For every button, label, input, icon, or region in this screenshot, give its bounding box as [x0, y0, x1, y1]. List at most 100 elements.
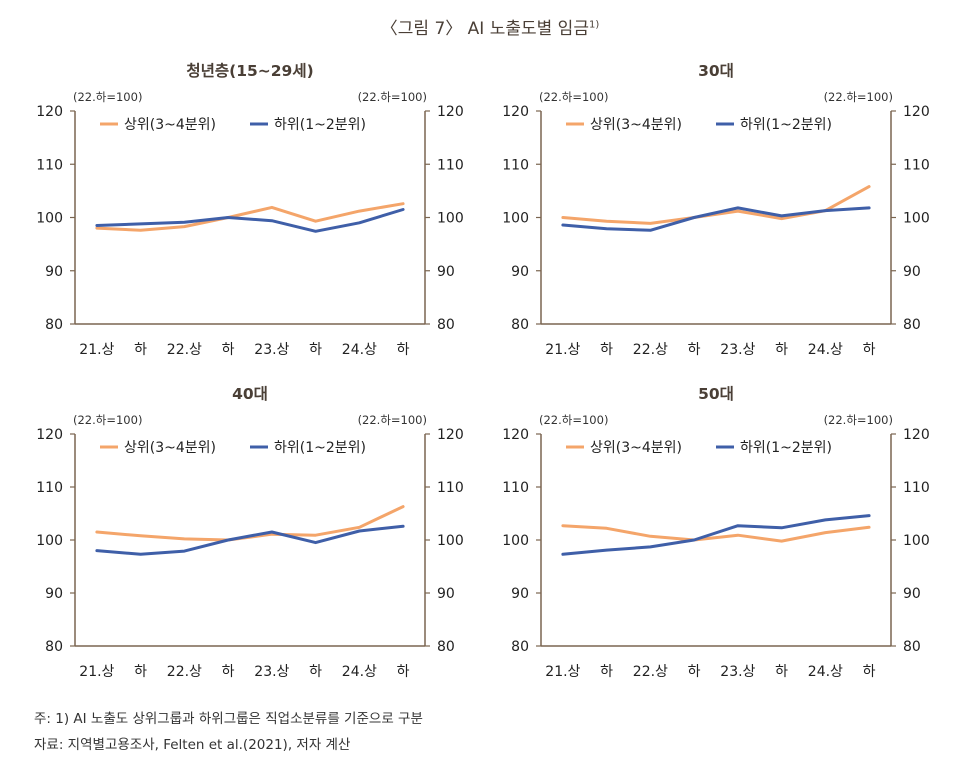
x-tick-label: 하 — [309, 342, 322, 358]
x-tick-label: 하 — [688, 664, 701, 680]
figure-title-footnote-mark: 1) — [588, 19, 600, 31]
x-tick-label: 하 — [688, 342, 701, 358]
y-tick-label-right: 90 — [437, 586, 455, 602]
y-tick-label-right: 100 — [903, 533, 930, 549]
base-label-left: (22.하=100) — [539, 90, 608, 104]
y-tick-label-right: 110 — [903, 157, 930, 173]
series-line-upper — [95, 202, 405, 232]
y-tick-label-left: 110 — [36, 157, 63, 173]
x-tick-label: 21.상 — [79, 342, 114, 358]
series-line-upper — [561, 185, 871, 225]
x-tick-label: 24.상 — [808, 664, 843, 680]
x-tick-label: 24.상 — [342, 342, 377, 358]
y-tick-label-right: 120 — [903, 104, 930, 120]
x-tick-label: 22.상 — [633, 664, 668, 680]
y-tick-label-left: 90 — [511, 264, 529, 280]
figure-title-text: 〈그림 7〉 AI 노출도별 임금 — [380, 19, 589, 39]
x-tick-label: 21.상 — [545, 664, 580, 680]
figure-title: 〈그림 7〉 AI 노출도별 임금1) — [0, 14, 980, 39]
x-tick-label: 하 — [222, 664, 235, 680]
panel-title: 청년층(15~29세) — [186, 61, 313, 80]
panel-title: 40대 — [232, 385, 268, 403]
x-tick-label: 하 — [309, 664, 322, 680]
legend-label-upper: 상위(3~4분위) — [124, 440, 216, 456]
panel-title: 30대 — [698, 62, 734, 80]
x-tick-label: 24.상 — [342, 664, 377, 680]
y-tick-label-left: 120 — [502, 104, 529, 120]
x-tick-label: 하 — [775, 664, 788, 680]
y-tick-label-right: 100 — [903, 211, 930, 227]
legend-label-lower: 하위(1~2분위) — [740, 117, 832, 133]
x-tick-label: 23.상 — [720, 664, 755, 680]
charts-canvas: 청년층(15~29세) (22.하=100) (22.하=100) 80 80 90 90 1… — [36, 61, 930, 680]
y-tick-label-right: 90 — [903, 264, 921, 280]
y-tick-label-right: 80 — [437, 639, 455, 655]
x-tick-label: 22.상 — [633, 342, 668, 358]
y-tick-label-left: 80 — [511, 639, 529, 655]
y-tick-label-left: 110 — [502, 157, 529, 173]
y-tick-label-right: 110 — [437, 157, 464, 173]
y-tick-label-left: 110 — [36, 480, 63, 496]
series-line-upper — [561, 524, 871, 543]
x-tick-label: 하 — [397, 342, 410, 358]
y-tick-label-left: 100 — [502, 533, 529, 549]
x-tick-label: 하 — [863, 342, 876, 358]
x-tick-label: 하 — [397, 664, 410, 680]
y-tick-label-right: 100 — [437, 533, 464, 549]
chart-panel-3: 40대 (22.하=100) (22.하=100) 80 80 90 90 100 100 110… — [36, 385, 463, 680]
x-tick-label: 하 — [600, 342, 613, 358]
x-tick-label: 하 — [134, 342, 147, 358]
y-tick-label-left: 90 — [45, 586, 63, 602]
y-tick-label-left: 80 — [45, 317, 63, 333]
series-line-lower — [95, 208, 405, 233]
y-tick-label-left: 120 — [36, 104, 63, 120]
y-tick-label-left: 80 — [511, 317, 529, 333]
y-tick-label-left: 90 — [511, 586, 529, 602]
source-note: 자료: 지역별고용조사, Felten et al.(2021), 저자 계산 — [34, 737, 351, 753]
y-tick-label-right: 80 — [437, 317, 455, 333]
x-tick-label: 하 — [775, 342, 788, 358]
x-tick-label: 23.상 — [254, 342, 289, 358]
base-label-left: (22.하=100) — [73, 90, 142, 104]
y-tick-label-right: 90 — [903, 586, 921, 602]
y-tick-label-right: 90 — [437, 264, 455, 280]
y-tick-label-left: 110 — [502, 480, 529, 496]
base-label-left: (22.하=100) — [73, 413, 142, 427]
x-tick-label: 22.상 — [167, 342, 202, 358]
legend-label-lower: 하위(1~2분위) — [740, 440, 832, 456]
y-tick-label-right: 110 — [903, 480, 930, 496]
y-tick-label-left: 90 — [45, 264, 63, 280]
series-line-lower — [561, 514, 871, 556]
y-tick-label-left: 100 — [36, 533, 63, 549]
legend-label-upper: 상위(3~4분위) — [590, 117, 682, 133]
legend-label-lower: 하위(1~2분위) — [274, 440, 366, 456]
y-tick-label-right: 80 — [903, 639, 921, 655]
x-tick-label: 하 — [600, 664, 613, 680]
x-tick-label: 24.상 — [808, 342, 843, 358]
footnote: 주: 1) AI 노출도 상위그룹과 하위그룹은 직업소분류를 기준으로 구분 — [34, 711, 423, 727]
y-tick-label-right: 120 — [437, 427, 464, 443]
base-label-right: (22.하=100) — [358, 413, 427, 427]
x-tick-label: 21.상 — [545, 342, 580, 358]
y-tick-label-left: 120 — [502, 427, 529, 443]
legend-label-upper: 상위(3~4분위) — [124, 117, 216, 133]
base-label-right: (22.하=100) — [824, 413, 893, 427]
panel-title: 50대 — [698, 385, 734, 403]
x-tick-label: 22.상 — [167, 664, 202, 680]
y-tick-label-right: 80 — [903, 317, 921, 333]
chart-panel-4: 50대 (22.하=100) (22.하=100) 80 80 90 90 100 100 110… — [502, 385, 929, 680]
y-tick-label-left: 100 — [36, 211, 63, 227]
y-tick-label-left: 120 — [36, 427, 63, 443]
x-tick-label: 23.상 — [720, 342, 755, 358]
chart-panel-1: 청년층(15~29세) (22.하=100) (22.하=100) 80 80 90 90 1… — [36, 61, 463, 358]
series-line-lower — [95, 524, 405, 556]
y-tick-label-right: 120 — [903, 427, 930, 443]
y-tick-label-right: 120 — [437, 104, 464, 120]
y-tick-label-right: 110 — [437, 480, 464, 496]
x-tick-label: 하 — [222, 342, 235, 358]
y-tick-label-left: 80 — [45, 639, 63, 655]
legend-label-lower: 하위(1~2분위) — [274, 117, 366, 133]
x-tick-label: 21.상 — [79, 664, 114, 680]
y-tick-label-left: 100 — [502, 211, 529, 227]
base-label-right: (22.하=100) — [358, 90, 427, 104]
